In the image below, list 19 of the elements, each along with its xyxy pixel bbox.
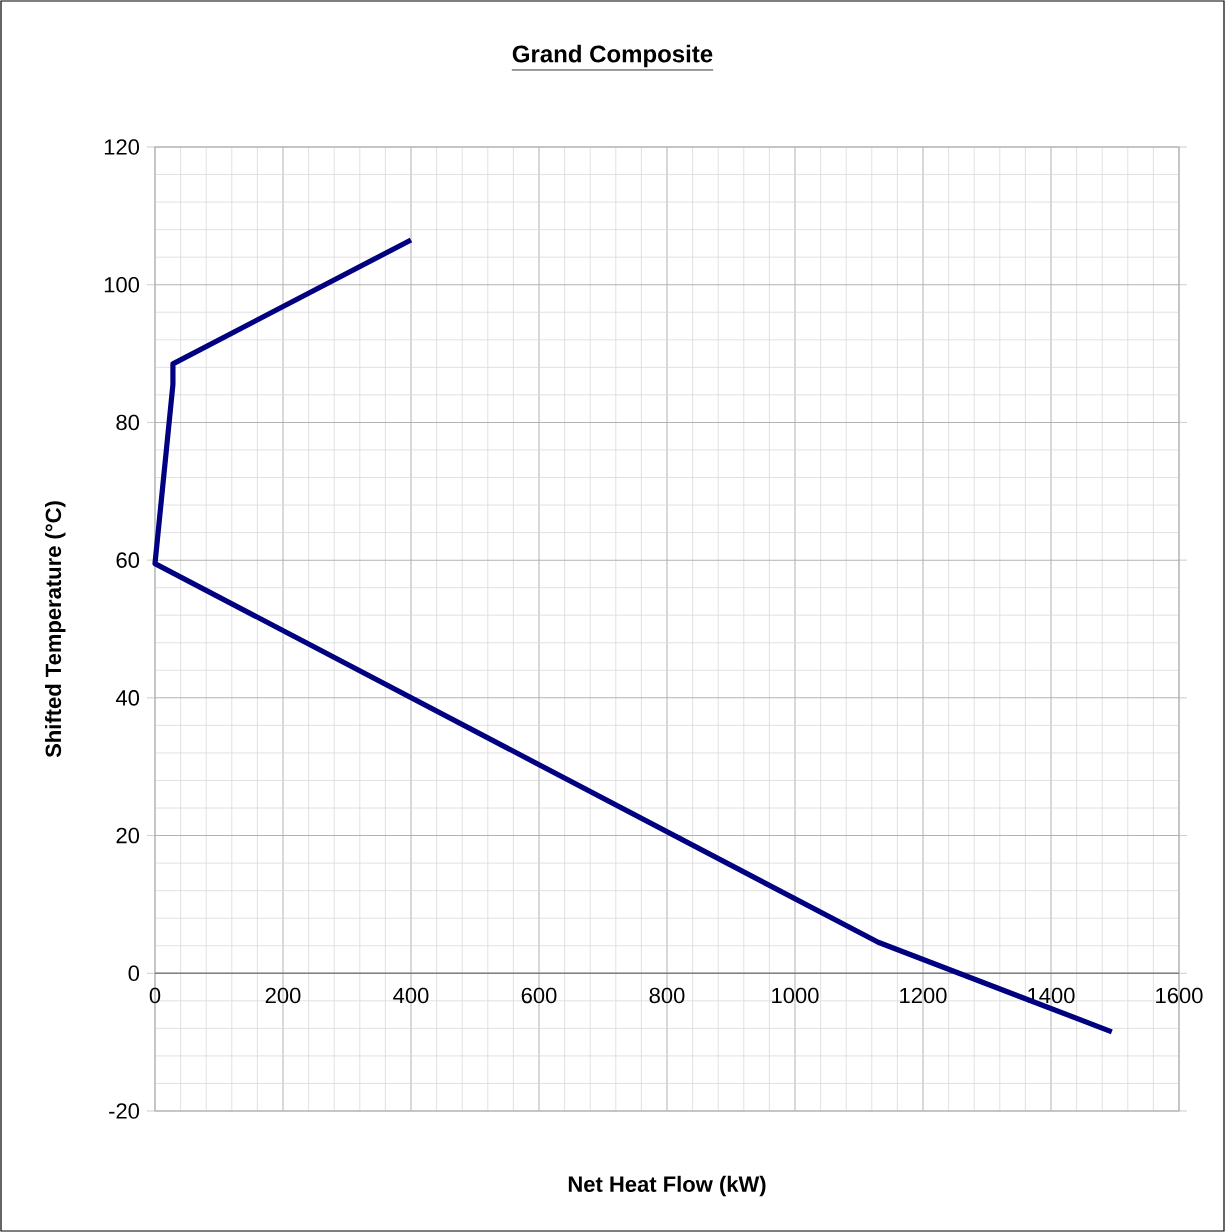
y-tick-label: 80 bbox=[116, 414, 140, 431]
x-tick-label: 1000 bbox=[772, 987, 819, 1004]
x-tick-label: 200 bbox=[265, 987, 301, 1004]
chart-title: Grand Composite bbox=[512, 44, 713, 68]
x-axis-title: Net Heat Flow (kW) bbox=[568, 1175, 766, 1197]
x-tick-label: 400 bbox=[393, 987, 429, 1004]
x-tick-label: 1600 bbox=[1156, 987, 1203, 1004]
y-tick-label: 20 bbox=[116, 827, 140, 844]
x-tick-label: 600 bbox=[521, 987, 557, 1004]
x-tick-label: 800 bbox=[649, 987, 685, 1004]
y-tick-label: 60 bbox=[116, 552, 140, 568]
x-tick-label: 0 bbox=[149, 987, 161, 1004]
y-tick-label: 0 bbox=[128, 965, 140, 982]
y-tick-label: 40 bbox=[115, 690, 140, 706]
y-tick-label: -20 bbox=[109, 1103, 140, 1119]
y-tick-label: 100 bbox=[104, 276, 140, 293]
y-tick-label: 120 bbox=[104, 139, 140, 155]
x-tick-label: 1200 bbox=[900, 987, 947, 1004]
y-axis-title: Shifted Temperature (°C) bbox=[44, 501, 66, 758]
